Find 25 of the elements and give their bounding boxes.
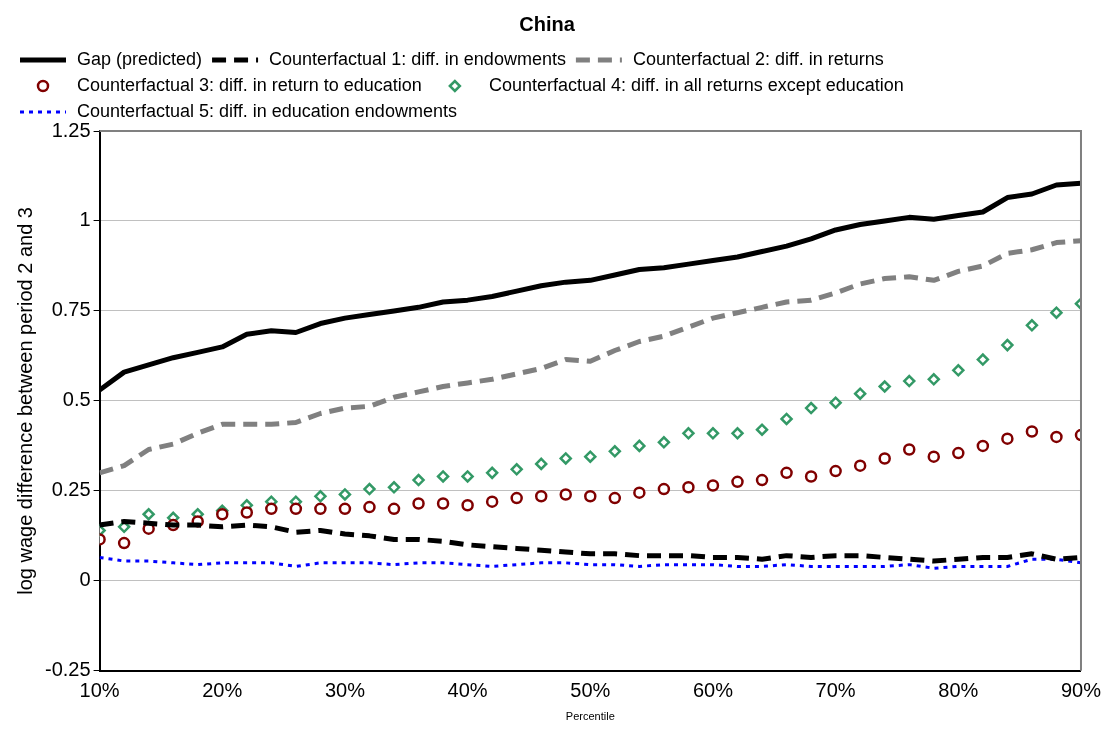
x-tick-label: 30% <box>324 679 366 702</box>
y-tick-label: 0.75 <box>51 298 91 321</box>
chart-title: China <box>519 12 576 35</box>
y-tick-label: -0.25 <box>44 658 91 681</box>
x-tick-label: 70% <box>815 679 856 702</box>
legend-label: Counterfactual 3: diff. in return to education <box>77 74 422 95</box>
x-axis-title: Percentile <box>565 710 615 723</box>
y-tick-label: 0.25 <box>51 478 91 501</box>
x-tick-label: 90% <box>1060 679 1102 702</box>
legend-label: Counterfactual 5: diff. in education endowments <box>77 100 457 121</box>
y-tick-label: 1.25 <box>51 118 91 141</box>
x-tick-label: 40% <box>447 679 488 702</box>
x-tick-label: 20% <box>202 679 243 702</box>
y-tick-label: 0.5 <box>62 388 91 411</box>
y-axis-title: log wage difference between period 2 and 3 <box>13 207 36 595</box>
y-tick-label: 1 <box>79 208 91 231</box>
x-tick-label: 10% <box>79 679 120 702</box>
legend-label: Counterfactual 1: diff. in endowments <box>269 48 566 69</box>
x-tick-label: 60% <box>692 679 734 702</box>
y-tick-label: 0 <box>79 568 91 591</box>
legend-label: Counterfactual 2: diff. in returns <box>632 48 884 69</box>
x-tick-label: 80% <box>938 679 979 702</box>
x-tick-label: 50% <box>570 679 611 702</box>
legend-label: Gap (predicted) <box>77 48 203 69</box>
legend-label: Counterfactual 4: diff. in all returns except education <box>488 74 904 95</box>
